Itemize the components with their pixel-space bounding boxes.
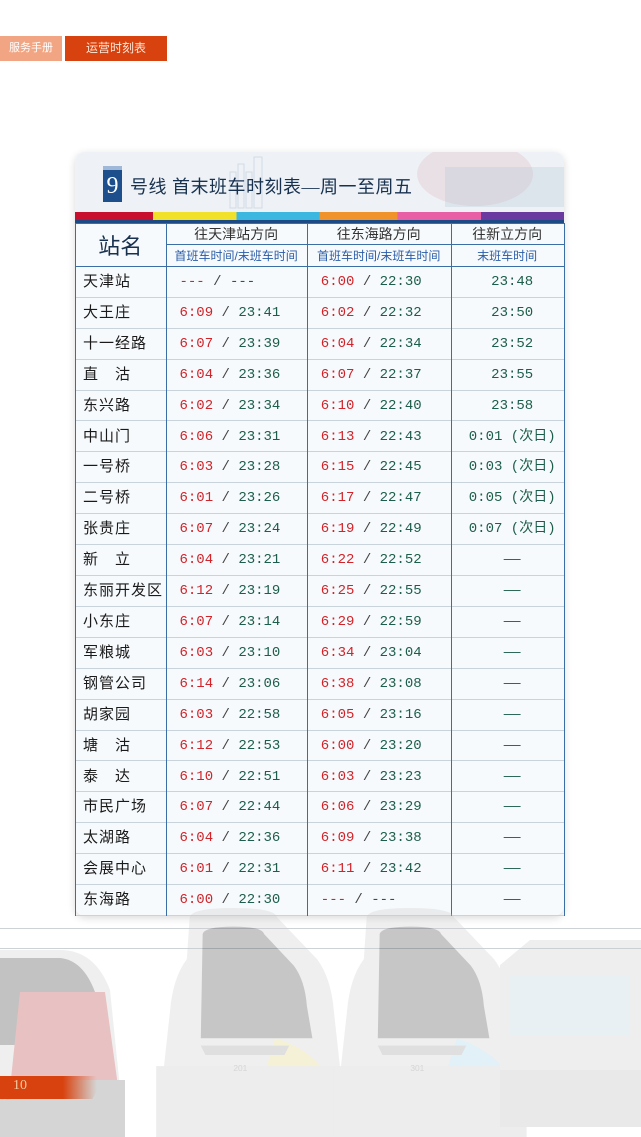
svg-text:301: 301 bbox=[410, 1063, 424, 1073]
svg-text:201: 201 bbox=[233, 1063, 247, 1073]
